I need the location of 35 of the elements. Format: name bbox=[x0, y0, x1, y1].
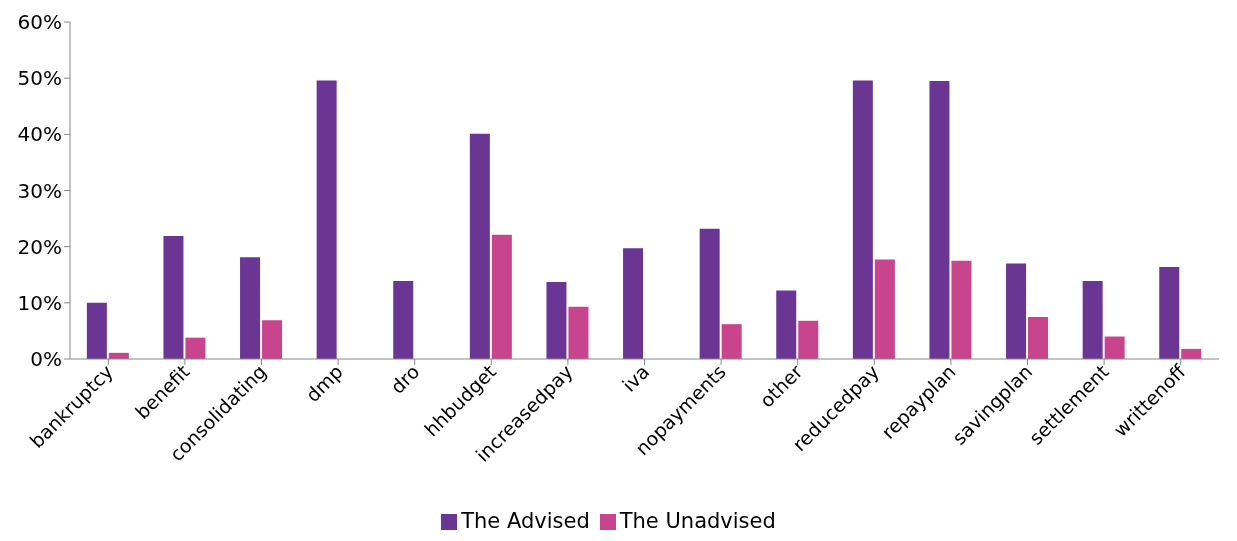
bar bbox=[546, 282, 567, 359]
bar bbox=[316, 80, 337, 359]
bar bbox=[1104, 336, 1125, 359]
x-tick-label: dro bbox=[385, 360, 424, 398]
bar bbox=[1006, 263, 1027, 359]
y-tick-label: 30% bbox=[17, 178, 62, 203]
bar bbox=[393, 280, 414, 359]
bar bbox=[874, 259, 895, 359]
y-tick-label: 50% bbox=[17, 66, 62, 91]
legend-label: The Unadvised bbox=[619, 509, 776, 533]
y-tick-label: 0% bbox=[30, 347, 62, 372]
y-tick-label: 40% bbox=[17, 122, 62, 147]
bar bbox=[951, 260, 972, 359]
bar bbox=[568, 306, 589, 359]
bar bbox=[1159, 266, 1180, 359]
bar bbox=[163, 236, 184, 359]
y-tick-label: 20% bbox=[17, 234, 62, 259]
legend-label: The Advised bbox=[461, 509, 590, 533]
bar bbox=[240, 257, 261, 359]
bar bbox=[491, 234, 512, 359]
bar bbox=[699, 228, 720, 359]
y-tick-label: 60% bbox=[17, 10, 62, 35]
bar bbox=[262, 320, 283, 359]
bar bbox=[623, 248, 644, 359]
bar bbox=[929, 80, 950, 359]
bar bbox=[86, 302, 107, 359]
bar bbox=[1082, 280, 1103, 359]
y-tick-label: 10% bbox=[17, 290, 62, 315]
bar bbox=[852, 80, 873, 359]
bar bbox=[721, 324, 742, 359]
bar bbox=[469, 133, 490, 359]
bar bbox=[1028, 316, 1049, 359]
bar bbox=[185, 337, 206, 359]
bar bbox=[798, 320, 819, 359]
bar bbox=[776, 290, 797, 359]
